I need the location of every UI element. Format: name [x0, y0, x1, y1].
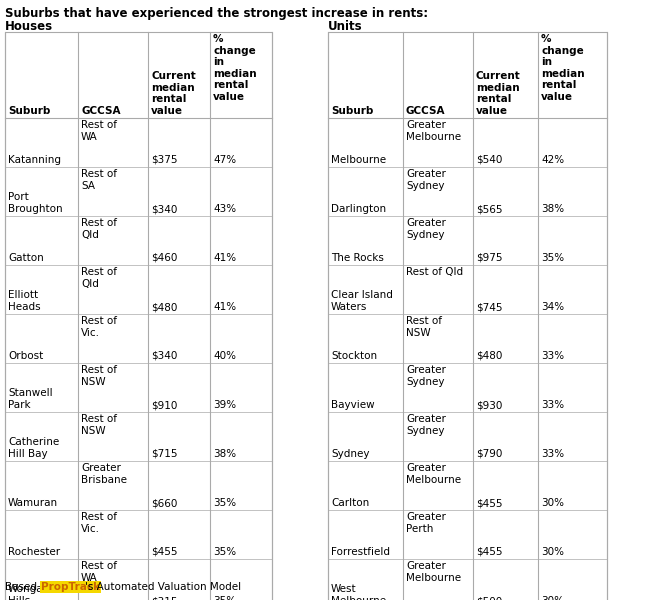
Text: 35%: 35% [213, 498, 236, 508]
Text: Sydney: Sydney [331, 449, 369, 459]
Text: $500: $500 [476, 596, 502, 600]
Text: Greater
Perth: Greater Perth [406, 512, 446, 533]
Text: Greater
Sydney: Greater Sydney [406, 414, 446, 436]
Text: %
change
in
median
rental
value: % change in median rental value [541, 34, 584, 102]
Text: $540: $540 [476, 155, 502, 165]
Text: Katanning: Katanning [8, 155, 61, 165]
Text: Current
median
rental
value: Current median rental value [476, 71, 521, 116]
Text: 41%: 41% [213, 253, 236, 263]
Text: PropTrack: PropTrack [41, 582, 100, 592]
Text: Rest of
NSW: Rest of NSW [81, 414, 117, 436]
Text: Melbourne: Melbourne [331, 155, 386, 165]
Text: Units: Units [328, 20, 363, 33]
Text: $660: $660 [151, 498, 177, 508]
Text: Elliott
Heads: Elliott Heads [8, 290, 40, 312]
Text: Wongan
Hills: Wongan Hills [8, 584, 50, 600]
Text: Greater
Melbourne: Greater Melbourne [406, 463, 461, 485]
Text: Rest of
Vic.: Rest of Vic. [81, 316, 117, 338]
Text: Stockton: Stockton [331, 351, 377, 361]
Text: Current
median
rental
value: Current median rental value [151, 71, 196, 116]
Text: Suburb: Suburb [331, 106, 373, 116]
Text: Rest of
NSW: Rest of NSW [406, 316, 442, 338]
Text: Stanwell
Park: Stanwell Park [8, 388, 53, 410]
Text: Greater
Sydney: Greater Sydney [406, 218, 446, 239]
Text: $480: $480 [476, 351, 502, 361]
Text: $455: $455 [476, 547, 502, 557]
Text: 35%: 35% [213, 547, 236, 557]
Text: 33%: 33% [541, 351, 564, 361]
Text: Clear Island
Waters: Clear Island Waters [331, 290, 393, 312]
Text: $315: $315 [151, 596, 177, 600]
Text: 41%: 41% [213, 302, 236, 312]
Text: Greater
Melbourne: Greater Melbourne [406, 120, 461, 142]
Text: Suburbs that have experienced the strongest increase in rents:: Suburbs that have experienced the strong… [5, 7, 428, 20]
Text: 35%: 35% [541, 253, 564, 263]
Text: $930: $930 [476, 400, 502, 410]
Text: Greater
Sydney: Greater Sydney [406, 169, 446, 191]
Text: 35%: 35% [213, 596, 236, 600]
Text: 34%: 34% [541, 302, 564, 312]
Text: $455: $455 [151, 547, 177, 557]
Text: Rest of
NSW: Rest of NSW [81, 365, 117, 386]
Text: $340: $340 [151, 351, 177, 361]
Text: Carlton: Carlton [331, 498, 369, 508]
Text: Greater
Melbourne: Greater Melbourne [406, 561, 461, 583]
Text: 's Automated Valuation Model: 's Automated Valuation Model [85, 582, 241, 592]
Text: 38%: 38% [213, 449, 236, 459]
Text: $910: $910 [151, 400, 177, 410]
Text: $975: $975 [476, 253, 502, 263]
Text: Rest of
SA: Rest of SA [81, 169, 117, 191]
Text: $790: $790 [476, 449, 502, 459]
Text: 30%: 30% [541, 498, 564, 508]
Text: The Rocks: The Rocks [331, 253, 384, 263]
Text: Port
Broughton: Port Broughton [8, 193, 62, 214]
Bar [5, 32, 272, 600]
Text: Catherine
Hill Bay: Catherine Hill Bay [8, 437, 59, 459]
Text: Darlington: Darlington [331, 204, 386, 214]
Text: Rest of
Qld: Rest of Qld [81, 267, 117, 289]
Text: Wamuran: Wamuran [8, 498, 58, 508]
Text: 47%: 47% [213, 155, 236, 165]
Text: Greater
Sydney: Greater Sydney [406, 365, 446, 386]
Text: 33%: 33% [541, 449, 564, 459]
Text: 39%: 39% [213, 400, 236, 410]
Text: 43%: 43% [213, 204, 236, 214]
Text: Rest of
Vic.: Rest of Vic. [81, 512, 117, 533]
Text: $480: $480 [151, 302, 177, 312]
Text: $715: $715 [151, 449, 177, 459]
Text: $745: $745 [476, 302, 502, 312]
Text: 30%: 30% [541, 547, 564, 557]
Text: Bayview: Bayview [331, 400, 374, 410]
Text: Rest of
Qld: Rest of Qld [81, 218, 117, 239]
Text: West
Melbourne: West Melbourne [331, 584, 386, 600]
Text: $340: $340 [151, 204, 177, 214]
Text: GCCSA: GCCSA [81, 106, 120, 116]
Text: $565: $565 [476, 204, 502, 214]
Text: Based on: Based on [5, 582, 57, 592]
Text: Forrestfield: Forrestfield [331, 547, 390, 557]
Text: Rest of
WA: Rest of WA [81, 120, 117, 142]
Text: 38%: 38% [541, 204, 564, 214]
Text: $375: $375 [151, 155, 177, 165]
Text: %
change
in
median
rental
value: % change in median rental value [213, 34, 257, 102]
Text: 40%: 40% [213, 351, 236, 361]
Text: Rochester: Rochester [8, 547, 60, 557]
Text: Greater
Brisbane: Greater Brisbane [81, 463, 127, 485]
Text: Gatton: Gatton [8, 253, 44, 263]
Text: GCCSA: GCCSA [406, 106, 445, 116]
Text: $455: $455 [476, 498, 502, 508]
Text: $460: $460 [151, 253, 177, 263]
Text: Rest of
WA: Rest of WA [81, 561, 117, 583]
Text: 42%: 42% [541, 155, 564, 165]
Text: Suburb: Suburb [8, 106, 51, 116]
Text: 33%: 33% [541, 400, 564, 410]
Bar [328, 32, 607, 600]
Text: 30%: 30% [541, 596, 564, 600]
Text: Rest of Qld: Rest of Qld [406, 267, 463, 277]
Text: Houses: Houses [5, 20, 53, 33]
Text: Orbost: Orbost [8, 351, 44, 361]
